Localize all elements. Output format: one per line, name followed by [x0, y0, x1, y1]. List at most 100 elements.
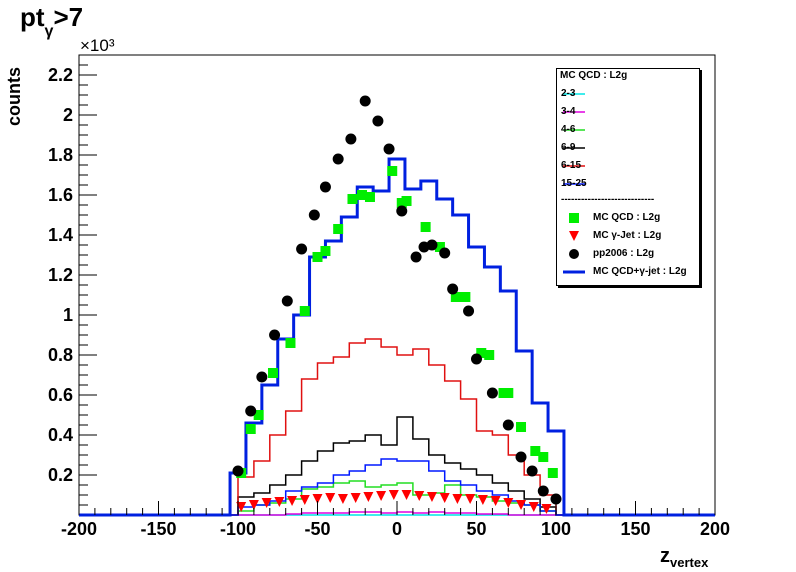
pp2006-point	[372, 115, 384, 127]
pp2006-point	[396, 205, 408, 217]
pp2006-point	[502, 419, 514, 431]
x-tick-label: -50	[304, 519, 330, 539]
pp2006-point	[383, 143, 395, 155]
mc-qcd-point	[253, 410, 264, 420]
mc-qcd-point	[530, 446, 541, 456]
legend-marker-icon	[561, 211, 587, 225]
x-tick-label: 100	[541, 519, 571, 539]
mc-qcd-point	[387, 166, 398, 176]
pp2006-point	[526, 465, 538, 477]
legend-label: MC QCD+γ-jet : L2g	[593, 266, 687, 277]
mc-gamma-jet-point	[350, 493, 361, 503]
mc-gamma-jet-point	[528, 502, 539, 512]
series-6-9	[79, 416, 715, 516]
mc-qcd-point	[320, 246, 331, 256]
legend-marker-icon	[561, 265, 587, 279]
mc-gamma-jet-point	[287, 496, 298, 506]
x-axis-label: zvertex	[660, 545, 709, 570]
series-layer	[79, 95, 715, 517]
pp2006-point	[308, 209, 320, 221]
mc-gamma-jet-point	[490, 496, 501, 506]
mc-gamma-jet-point	[503, 498, 514, 508]
mc-gamma-jet-point	[261, 498, 272, 508]
mc-qcd-point	[285, 338, 296, 348]
mc-gamma-jet-point	[439, 493, 450, 503]
mc-gamma-jet-point	[477, 495, 488, 505]
legend-label: 6-15	[561, 160, 582, 171]
pp2006-point	[463, 305, 475, 317]
mc-gamma-jet-point	[236, 502, 247, 512]
legend-line-icon	[561, 123, 587, 137]
y-axis-label: counts	[4, 66, 24, 126]
x-tick-label: -200	[61, 519, 97, 539]
pp2006-point	[245, 405, 257, 417]
y-tick-label: 1.8	[48, 145, 73, 165]
y-tick-label: 1.2	[48, 265, 73, 285]
legend: MC QCD : L2g 2-3 3-4 4-6 6-9 6-15 15-25 ------…	[556, 68, 700, 286]
legend-label: 3-4	[561, 106, 576, 117]
legend-line-icon	[561, 141, 587, 155]
mc-qcd-point	[516, 422, 527, 432]
legend-line-icon	[561, 159, 587, 173]
mc-qcd-point	[538, 452, 549, 462]
pp2006-point	[447, 283, 459, 295]
mc-gamma-jet-point	[337, 494, 348, 504]
pp2006-point	[332, 153, 344, 165]
axes: -200 -150 -100 -50 0 50 100 150 200 0.2 0.4 0.6 0.8 1…	[48, 64, 730, 539]
legend-label: pp2006 : L2g	[593, 248, 655, 259]
legend-header: MC QCD : L2g	[560, 70, 628, 81]
x-tick-label: 150	[620, 519, 650, 539]
mc-gamma-jet-point	[312, 494, 323, 504]
mc-qcd-point	[460, 292, 471, 302]
mc-qcd-point	[299, 306, 310, 316]
mc-qcd-point	[245, 424, 256, 434]
mc-gamma-jet-point	[248, 500, 259, 510]
x-tick-label: 0	[392, 519, 402, 539]
mc-qcd-point	[357, 190, 368, 200]
mc-qcd-point	[450, 292, 461, 302]
y-tick-label: 2.2	[48, 65, 73, 85]
pp2006-point	[439, 247, 451, 259]
pp2006-point	[269, 329, 281, 341]
legend-marker-icon	[561, 247, 587, 261]
plot-title: ptγ>7	[20, 2, 84, 40]
pp2006-point	[410, 251, 422, 263]
pp2006-point	[296, 243, 308, 255]
pp2006-point	[486, 387, 498, 399]
y-tick-label: 0.6	[48, 385, 73, 405]
x-tick-label: -150	[140, 519, 176, 539]
pp2006-point	[550, 493, 562, 505]
mc-qcd-point	[364, 192, 375, 202]
mc-qcd-point	[420, 222, 431, 232]
mc-gamma-jet-point	[388, 490, 399, 500]
mc-gamma-jet-point	[516, 500, 527, 510]
mc-qcd-point	[434, 242, 445, 252]
legend-label: 6-9	[561, 142, 576, 153]
pp2006-point	[256, 371, 268, 383]
y-axis-multiplier: ×10³	[80, 36, 115, 55]
pp2006-point	[359, 95, 371, 107]
pp2006-point	[232, 465, 244, 477]
pp2006-point	[281, 295, 293, 307]
mc-gamma-jet-point	[465, 494, 476, 504]
mc-qcd-point	[484, 350, 495, 360]
legend-line-icon	[561, 105, 587, 119]
pp2006-point	[426, 239, 438, 251]
legend-marker-icon	[561, 229, 587, 243]
legend-label: MC γ-Jet : L2g	[593, 230, 662, 241]
legend-label: 15-25	[561, 178, 587, 189]
x-tick-label: -100	[220, 519, 256, 539]
mc-qcd-point	[347, 194, 358, 204]
pp2006-point	[319, 181, 331, 193]
mc-gamma-jet-point	[299, 495, 310, 505]
legend-label: 4-6	[561, 124, 576, 135]
pp2006-point	[345, 133, 357, 145]
pp2006-point	[537, 485, 549, 497]
y-tick-label: 1	[63, 305, 73, 325]
y-tick-label: 2	[63, 105, 73, 125]
legend-line-icon	[561, 87, 587, 101]
mc-gamma-jet-point	[376, 491, 387, 501]
pp2006-point	[471, 353, 482, 365]
legend-label: 2-3	[561, 88, 576, 99]
y-tick-label: 0.4	[48, 425, 73, 445]
